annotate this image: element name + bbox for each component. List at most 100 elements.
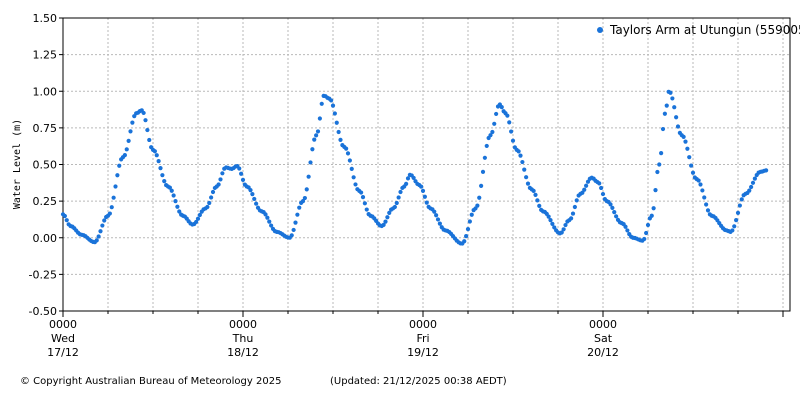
data-point [141, 110, 146, 116]
data-point [302, 195, 307, 201]
data-point [293, 220, 298, 225]
data-point [385, 215, 390, 220]
data-point [662, 111, 667, 116]
data-point [295, 212, 300, 217]
data-point [747, 188, 752, 193]
x-tick-time: 0000 [589, 318, 617, 331]
data-point [130, 120, 135, 125]
x-tick-day: Sat [594, 332, 613, 345]
data-point [306, 174, 311, 179]
data-point [737, 203, 742, 208]
data-point [398, 189, 403, 195]
data-point [160, 173, 165, 178]
data-point [314, 133, 319, 138]
data-point [317, 116, 322, 121]
data-point [171, 193, 176, 198]
data-point [434, 213, 439, 218]
data-point [269, 223, 274, 228]
data-point [152, 149, 157, 154]
data-point [437, 221, 442, 226]
data-point [239, 171, 244, 176]
data-point [94, 238, 99, 243]
data-point [362, 201, 367, 206]
data-point [687, 155, 692, 160]
data-point [582, 187, 587, 192]
data-point [210, 189, 216, 195]
data-point [126, 138, 131, 143]
data-point [734, 218, 739, 223]
x-tick-time: 0000 [49, 318, 77, 331]
data-point [432, 209, 437, 214]
data-point [102, 218, 107, 223]
data-point [572, 204, 577, 210]
data-point [319, 101, 324, 106]
data-point [220, 171, 225, 176]
data-point [561, 227, 566, 232]
data-point [689, 163, 694, 168]
data-point [312, 137, 317, 142]
data-point [612, 210, 617, 215]
data-point [698, 182, 703, 187]
data-point [467, 219, 472, 224]
data-point [730, 228, 735, 233]
data-point [696, 178, 701, 183]
data-point [315, 129, 321, 134]
data-point [117, 163, 122, 168]
data-point [625, 228, 630, 233]
data-point [664, 103, 669, 108]
data-point [420, 188, 426, 193]
data-point [404, 181, 409, 186]
data-point [297, 205, 302, 210]
data-point [195, 216, 201, 221]
x-tick-time: 0000 [229, 318, 257, 331]
data-point [597, 181, 602, 186]
data-point [435, 217, 441, 222]
data-point [475, 203, 480, 208]
data-point [194, 219, 199, 225]
x-tick-date: 19/12 [407, 346, 439, 359]
data-point [338, 137, 343, 142]
data-point [548, 218, 553, 223]
data-point [524, 175, 529, 180]
data-point [533, 192, 538, 197]
data-point [479, 183, 484, 188]
data-point [62, 213, 67, 219]
data-point [263, 212, 268, 217]
data-point [522, 167, 527, 172]
data-point [574, 198, 579, 203]
y-tick-label: 1.50 [33, 12, 58, 25]
data-point [128, 129, 133, 134]
data-point [735, 210, 741, 215]
data-point [516, 149, 521, 154]
data-point [469, 212, 474, 217]
data-point [145, 127, 150, 133]
data-point [518, 153, 523, 158]
data-point [122, 153, 127, 158]
y-tick-label: -0.50 [29, 305, 57, 318]
data-point [732, 224, 737, 229]
data-point [113, 184, 118, 189]
data-point [107, 211, 112, 216]
data-point [332, 111, 337, 116]
data-point [381, 222, 386, 227]
data-point [422, 194, 427, 199]
data-point [267, 219, 272, 224]
x-tick-day: Thu [232, 332, 254, 345]
copyright-text: © Copyright Australian Bureau of Meteoro… [20, 376, 281, 387]
y-tick-label: -0.25 [29, 268, 57, 281]
data-point [424, 200, 429, 205]
data-point [353, 182, 358, 187]
data-point [411, 175, 416, 181]
data-point [218, 177, 223, 182]
data-point [480, 169, 486, 174]
data-point [345, 151, 351, 156]
data-points [60, 89, 769, 246]
data-point [237, 166, 242, 171]
data-point [109, 205, 114, 210]
data-point [660, 126, 666, 132]
x-tick-time: 0000 [409, 318, 437, 331]
data-point [330, 103, 336, 108]
data-point [659, 151, 664, 156]
legend-series-label: Taylors Arm at Utungun (559005) [609, 23, 800, 37]
